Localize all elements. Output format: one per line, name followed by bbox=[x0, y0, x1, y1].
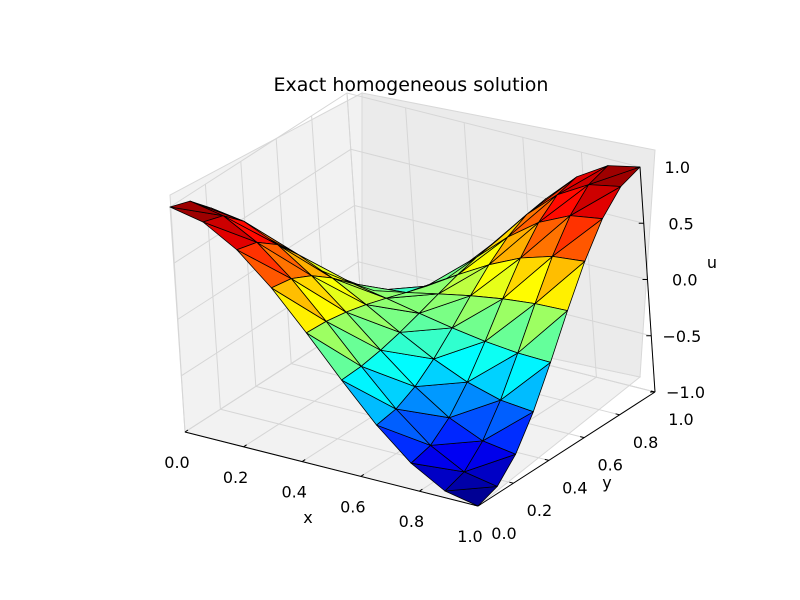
surface-facet bbox=[341, 365, 397, 410]
surface-facet bbox=[352, 283, 407, 293]
x-tick-mark bbox=[477, 503, 482, 507]
surface-facet bbox=[470, 257, 521, 297]
y-axis-line bbox=[477, 391, 656, 507]
surface-facet bbox=[484, 298, 536, 342]
surface-facet bbox=[507, 194, 558, 238]
surface-facet bbox=[290, 275, 347, 313]
surface-facet bbox=[457, 236, 509, 276]
y-tick-label: 1.0 bbox=[668, 410, 693, 429]
y-tick-label: 0.2 bbox=[527, 501, 552, 520]
x-axis-line bbox=[184, 431, 479, 507]
surface-facet bbox=[466, 340, 519, 383]
surface-facet bbox=[444, 471, 498, 492]
surface-facet bbox=[256, 241, 313, 277]
surface-facet bbox=[476, 214, 527, 258]
surface-facet bbox=[169, 200, 224, 217]
surface-facet bbox=[502, 255, 553, 300]
x-tick-mark bbox=[243, 444, 247, 448]
y-tick-mark bbox=[473, 504, 479, 507]
surface-facet bbox=[534, 255, 586, 305]
tick-marks bbox=[184, 166, 656, 507]
z-tick-label: 0.5 bbox=[668, 214, 693, 233]
surface-facet bbox=[410, 444, 465, 473]
grid-line bbox=[169, 92, 641, 208]
y-tick-mark bbox=[544, 458, 549, 461]
surface-facet bbox=[552, 215, 603, 257]
surface-facet bbox=[414, 358, 468, 388]
surface-facet bbox=[463, 440, 516, 473]
surface-facet bbox=[517, 303, 568, 354]
surface-facet bbox=[345, 304, 401, 333]
surface-facet bbox=[448, 381, 501, 419]
surface-facet bbox=[236, 241, 292, 280]
surface-facet bbox=[395, 386, 450, 419]
surface-facet bbox=[520, 215, 571, 259]
surface-facet bbox=[437, 264, 490, 295]
surface-facet bbox=[433, 327, 486, 360]
surface-facet bbox=[222, 215, 278, 246]
surface-facet bbox=[418, 293, 471, 314]
surface-facet bbox=[526, 176, 577, 216]
z-axis-title: u bbox=[707, 253, 717, 272]
chart-title: Exact homogeneous solution bbox=[274, 74, 549, 96]
surface-facet bbox=[360, 349, 416, 388]
surface-facet bbox=[189, 200, 245, 222]
surface-facet bbox=[488, 221, 540, 266]
x-tick-label: 0.4 bbox=[281, 483, 306, 502]
surface-facet bbox=[588, 165, 641, 186]
surface-facet bbox=[430, 417, 484, 446]
surface-facet bbox=[538, 184, 590, 223]
surface-facet bbox=[500, 352, 551, 401]
surface-facet bbox=[376, 408, 431, 446]
surface-facet bbox=[331, 277, 387, 299]
y-tick-mark bbox=[615, 413, 620, 416]
x-tick-label: 1.0 bbox=[457, 527, 482, 546]
surface-facet bbox=[451, 295, 504, 329]
surface-facet bbox=[202, 215, 258, 243]
x-tick-label: 0.8 bbox=[399, 512, 424, 531]
z-tick-label: −1.0 bbox=[666, 383, 705, 402]
y-axis-title: y bbox=[602, 473, 611, 492]
y-tick-label: 0.4 bbox=[562, 478, 587, 497]
x-tick-mark bbox=[360, 473, 365, 477]
surface-facet bbox=[385, 292, 439, 299]
z-tick-label: 0.0 bbox=[672, 271, 697, 290]
surface-facet bbox=[270, 278, 327, 322]
surface-facet bbox=[405, 274, 459, 293]
surface-facet bbox=[556, 165, 609, 196]
x-tick-mark bbox=[184, 429, 189, 433]
x-tick-label: 0.6 bbox=[340, 497, 365, 516]
x-tick-mark bbox=[419, 488, 423, 492]
y-tick-label: 0.0 bbox=[491, 524, 516, 543]
z-tick-label: 1.0 bbox=[665, 158, 690, 177]
x-tick-label: 0.0 bbox=[164, 453, 189, 472]
surface-facet bbox=[569, 184, 622, 217]
y-tick-mark bbox=[580, 436, 585, 439]
x-axis-title: x bbox=[303, 508, 312, 527]
z-tick-label: −0.5 bbox=[662, 327, 701, 346]
x-tick-label: 0.2 bbox=[223, 468, 248, 487]
surface-mesh bbox=[169, 165, 641, 507]
y-tick-mark bbox=[509, 481, 514, 484]
surface-facet bbox=[277, 244, 333, 279]
x-tick-mark bbox=[301, 459, 306, 463]
surface-facet bbox=[305, 320, 362, 367]
y-tick-label: 0.8 bbox=[633, 433, 658, 452]
surface-facet bbox=[482, 399, 534, 442]
surface-facet bbox=[380, 331, 435, 360]
surface-facet bbox=[325, 311, 382, 351]
tick-labels: 0.0 0.2 0.4 0.6 0.8 1.0 0.0 0.2 0.4 0.6 0.8 1.0 −1.0… bbox=[164, 158, 705, 546]
surface-facet bbox=[365, 297, 420, 314]
surface-facet bbox=[311, 275, 367, 306]
surface-facet bbox=[399, 312, 453, 333]
y-tick-label: 0.6 bbox=[597, 456, 622, 475]
